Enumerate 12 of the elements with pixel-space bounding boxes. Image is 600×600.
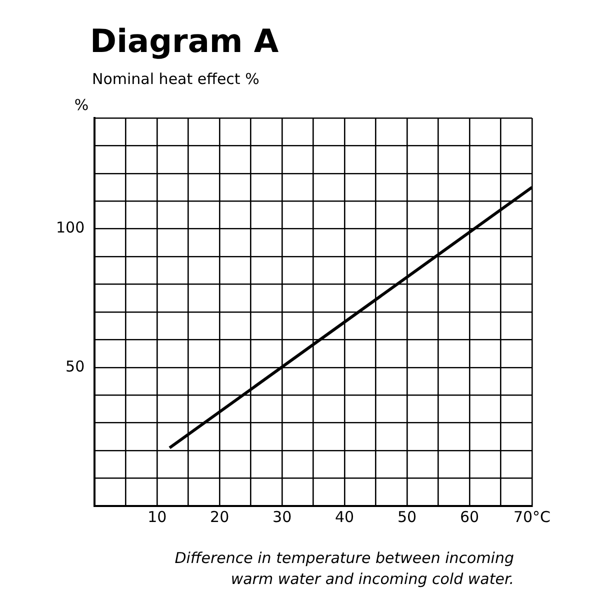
- x-tick-label: 40: [335, 508, 354, 526]
- x-tick-label: 10: [148, 508, 167, 526]
- y-axis-title: %: [74, 96, 89, 114]
- x-tick-label: 50: [397, 508, 417, 526]
- x-tick-label: 30: [272, 508, 292, 526]
- x-tick-label: 60: [460, 508, 480, 526]
- y-tick-label: 100: [56, 218, 85, 237]
- x-axis-title: Difference in temperature between incoming warm water and incoming cold water.: [174, 548, 514, 590]
- chart-title: Diagram A: [90, 22, 279, 60]
- x-tick-label: 70°C: [513, 508, 551, 526]
- chart-subtitle: Nominal heat effect %: [92, 70, 260, 88]
- x-tick-label: 20: [210, 508, 230, 526]
